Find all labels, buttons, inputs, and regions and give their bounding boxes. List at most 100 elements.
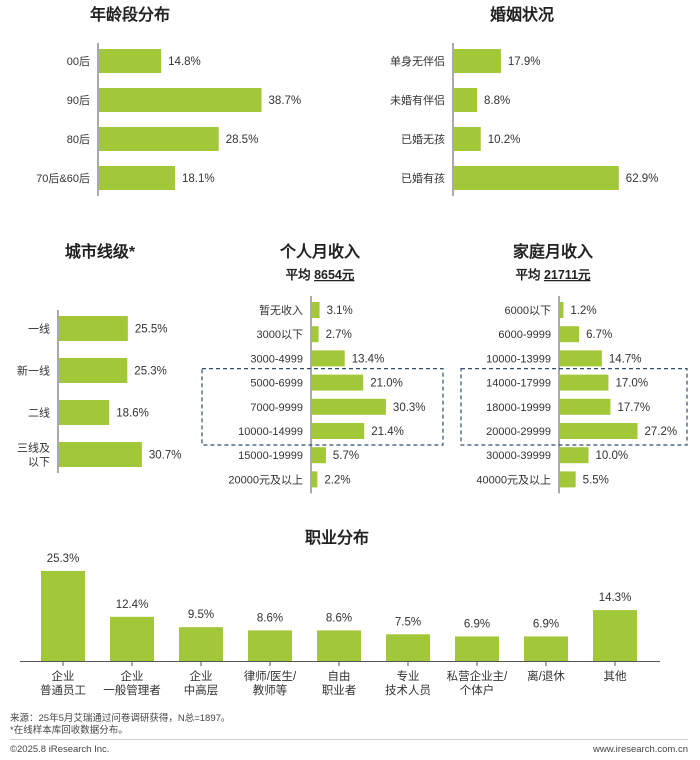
value-label: 14.8% [168, 56, 201, 68]
value-label: 27.2% [645, 426, 678, 438]
value-label: 17.9% [508, 56, 541, 68]
value-label: 6.7% [586, 329, 612, 341]
bar [560, 350, 602, 367]
bar [386, 634, 430, 661]
value-label: 25.5% [135, 324, 168, 336]
bar [59, 400, 110, 425]
bar [99, 88, 262, 112]
bar [560, 326, 580, 343]
bar [560, 374, 609, 391]
category-label: 自由职业者 [322, 669, 357, 697]
value-label: 12.4% [116, 599, 149, 611]
value-label: 13.4% [352, 353, 385, 365]
category-label: 暂无收入 [259, 303, 303, 317]
value-label: 6.9% [464, 618, 490, 630]
bar [312, 423, 365, 439]
bar [524, 636, 568, 661]
category-label: 一线 [28, 322, 50, 336]
bar [317, 630, 361, 661]
category-label: 15000-19999 [238, 450, 303, 462]
highlight-box [460, 368, 688, 446]
category-label: 14000-17999 [486, 378, 551, 390]
value-label: 21.0% [370, 378, 403, 390]
value-label: 8.8% [484, 95, 510, 107]
bar [312, 326, 319, 343]
category-label: 00后 [67, 55, 90, 68]
bar [99, 49, 162, 73]
category-label: 70后&60后 [36, 172, 90, 185]
category-label: 单身无伴侣 [390, 54, 445, 68]
category-label: 已婚无孩 [401, 132, 445, 146]
value-label: 21.4% [371, 426, 404, 438]
category-label: 专业技术人员 [385, 669, 431, 697]
category-label: 20000-29999 [486, 426, 551, 438]
bar [99, 127, 219, 151]
average-label: 平均 [515, 267, 543, 282]
bar [312, 302, 320, 318]
chart-title: 职业分布 [305, 528, 369, 547]
chart-title: 城市线级* [65, 242, 136, 261]
category-label: 30000-39999 [486, 450, 551, 462]
category-label: 6000-9999 [498, 329, 551, 341]
value-label: 38.7% [269, 95, 302, 107]
bar [455, 636, 499, 661]
bar [560, 471, 576, 488]
bar [99, 166, 176, 190]
value-label: 17.0% [615, 378, 648, 390]
value-label: 2.7% [326, 329, 352, 341]
category-label: 5000-6999 [250, 378, 303, 390]
value-label: 25.3% [47, 553, 80, 565]
bar [560, 302, 564, 318]
category-label: 20000元及以上 [228, 473, 303, 486]
value-label: 18.6% [116, 408, 149, 420]
value-label: 10.2% [488, 134, 521, 146]
average-value: 8654元 [314, 268, 355, 282]
website-url: www.iresearch.com.cn [592, 744, 688, 755]
bar [454, 127, 481, 151]
bar [248, 630, 292, 661]
category-label: 新一线 [17, 364, 50, 378]
bar [59, 442, 142, 467]
bar [312, 350, 345, 367]
bar [560, 447, 589, 464]
value-label: 10.0% [596, 450, 629, 462]
value-label: 3.1% [327, 305, 353, 317]
value-label: 5.5% [583, 474, 609, 486]
category-label: 企业中高层 [184, 669, 219, 697]
average-label: 平均 [286, 267, 314, 282]
value-label: 14.3% [599, 592, 632, 604]
value-label: 30.3% [393, 402, 426, 414]
highlight-box [201, 368, 444, 446]
footer-divider [10, 739, 688, 740]
category-label: 18000-19999 [486, 402, 551, 414]
value-label: 25.3% [134, 366, 167, 378]
average-income-line: 平均 21711元 [515, 267, 591, 282]
category-label: 3000-4999 [250, 353, 303, 365]
bar [110, 616, 154, 661]
category-label: 三线及以下 [17, 441, 50, 469]
value-label: 30.7% [149, 450, 182, 462]
category-label: 其他 [604, 670, 627, 683]
category-label: 6000以下 [505, 305, 551, 317]
category-label: 律师/医生/教师等 [244, 669, 297, 697]
copyright: ©2025.8 iResearch Inc. [10, 744, 110, 755]
bar [312, 398, 386, 415]
category-label: 7000-9999 [250, 402, 303, 414]
value-label: 9.5% [188, 609, 214, 621]
value-label: 5.7% [333, 450, 359, 462]
value-label: 7.5% [395, 616, 421, 628]
bar [312, 471, 318, 488]
source-note: 来源：25年5月艾瑞通过问卷调研获得，N总=1897。 [10, 713, 231, 724]
value-label: 14.7% [609, 353, 642, 365]
value-label: 8.6% [257, 612, 283, 624]
value-label: 1.2% [570, 305, 596, 317]
chart-title: 家庭月收入 [513, 242, 593, 261]
bar [312, 374, 364, 391]
category-label: 10000-14999 [238, 426, 303, 438]
bar [312, 447, 326, 464]
bar [593, 610, 637, 661]
value-label: 28.5% [226, 134, 259, 146]
value-label: 6.9% [533, 618, 559, 630]
bar [454, 49, 501, 73]
